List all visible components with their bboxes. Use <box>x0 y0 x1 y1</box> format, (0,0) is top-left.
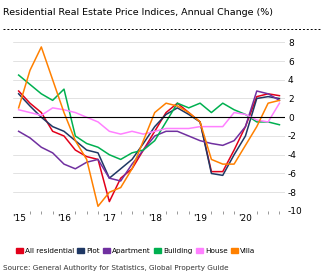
Text: Source: General Authority for Statistics, Global Property Guide: Source: General Authority for Statistics… <box>3 265 229 271</box>
Legend: All residential, Plot, Apartment, Building, House, Villa: All residential, Plot, Apartment, Buildi… <box>13 245 258 257</box>
Text: Residential Real Estate Price Indices, Annual Change (%): Residential Real Estate Price Indices, A… <box>3 8 273 17</box>
